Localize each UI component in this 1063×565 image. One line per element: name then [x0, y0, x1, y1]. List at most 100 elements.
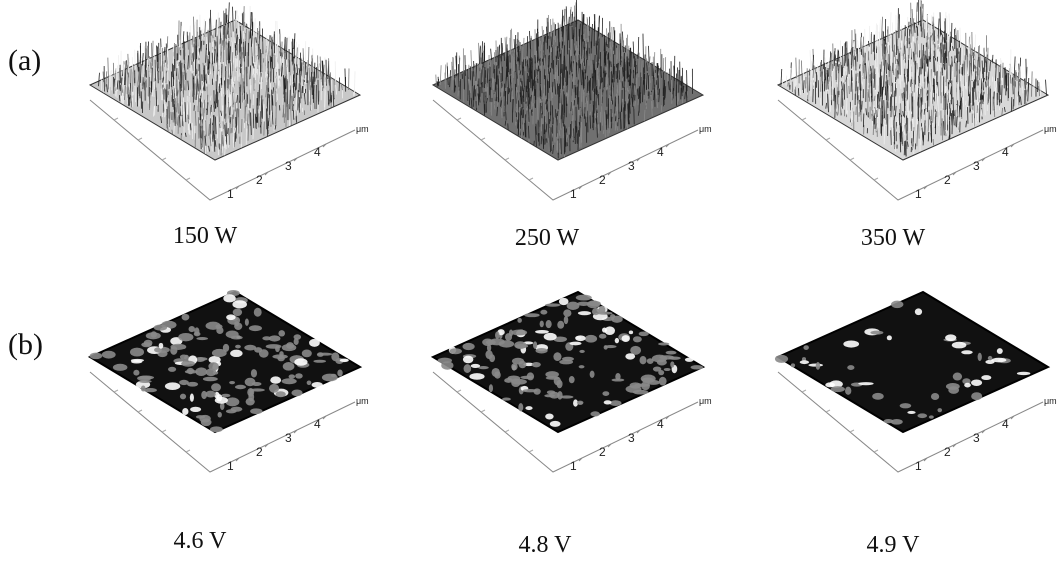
surface-blob [317, 352, 324, 357]
surface-blob [691, 365, 704, 369]
surface-spike [302, 93, 303, 112]
surface-spike [896, 30, 897, 55]
surface-spike [277, 21, 278, 46]
surface-blob [515, 344, 528, 348]
surface-blob [577, 401, 584, 405]
panel-caption: 4.9 V [867, 532, 921, 558]
surface-blob [917, 413, 927, 418]
surface-blob [602, 391, 609, 396]
axis-tick-label: 2 [944, 173, 951, 187]
surface-blob [502, 398, 511, 401]
surface-blob [179, 380, 189, 385]
surface-blob [622, 335, 630, 342]
surface-blob [294, 358, 307, 366]
surface-blob [492, 368, 500, 377]
surface-blob [666, 351, 677, 355]
surface-blob [929, 415, 934, 418]
surface-spike [929, 125, 930, 132]
axis-tick [529, 450, 533, 452]
surface-spike [325, 90, 326, 110]
surface-blob [946, 383, 960, 390]
surface-blob [170, 344, 186, 350]
surface-spike [226, 42, 227, 65]
surface-spike [564, 22, 565, 42]
row-label: (a) [8, 44, 41, 77]
axis-tick [457, 390, 461, 392]
surface-blob [286, 342, 294, 349]
surface-spike [1011, 97, 1012, 111]
axis-tick-label: 3 [973, 431, 980, 445]
surface-blob [592, 308, 600, 315]
surface-blob [230, 350, 242, 357]
surface-spike [656, 80, 657, 85]
surface-spike [587, 82, 588, 93]
surface-blob [130, 348, 144, 357]
surface-blob [971, 379, 982, 386]
surface-blob [524, 313, 540, 317]
surface-spike [525, 59, 526, 66]
surface-blob [291, 389, 302, 396]
surface-blob [182, 314, 190, 321]
surface-blob [181, 361, 195, 367]
surface-blob [469, 373, 484, 380]
surface-blob [275, 345, 280, 352]
surface-blob [1017, 372, 1030, 375]
axis-tick-label: 1 [570, 459, 577, 473]
surface-blob [570, 342, 582, 346]
surface-blob [831, 386, 845, 392]
surface-spike [890, 12, 891, 36]
surface-blob [519, 361, 527, 368]
surface-blob [535, 348, 547, 353]
surface-blob [208, 362, 218, 371]
surface-spike [998, 78, 999, 92]
surface-blob [579, 350, 584, 353]
surface-blob [146, 332, 161, 339]
surface-spike [286, 38, 287, 60]
axis-tick [850, 430, 854, 432]
surface-blob [189, 326, 195, 332]
surface-spike [299, 97, 300, 113]
surface-blob [141, 385, 146, 391]
axis-tick [826, 138, 830, 140]
axis-tick-label: 2 [599, 173, 606, 187]
surface-spike [852, 83, 853, 101]
surface-blob [196, 415, 205, 418]
surface-spike [638, 89, 639, 95]
afm-panel: 1234μm [433, 292, 712, 473]
surface-spike [886, 81, 887, 100]
surface-spike [206, 84, 207, 109]
surface-spike [206, 75, 207, 84]
surface-spike [201, 126, 202, 149]
surface-spike [917, 27, 918, 36]
surface-blob [518, 403, 523, 411]
surface-blob [562, 357, 574, 361]
surface-spike [305, 62, 306, 75]
surface-spike [560, 103, 561, 116]
surface-blob [307, 380, 312, 385]
panel-caption: 350 W [861, 225, 926, 251]
surface-blob [569, 376, 575, 383]
surface-spike [855, 56, 856, 70]
surface-spike [233, 82, 234, 89]
surface-blob [639, 331, 649, 336]
surface-blob [278, 330, 285, 336]
axis-tick-label: 1 [915, 187, 922, 201]
surface-blob [471, 364, 480, 368]
surface-spike [256, 37, 257, 43]
surface-spike [151, 81, 152, 92]
axis-tick [529, 178, 533, 180]
surface-blob [507, 375, 520, 381]
surface-spike [950, 40, 951, 47]
surface-spike [855, 29, 856, 51]
surface-spike [190, 123, 191, 130]
surface-spike [590, 78, 591, 100]
surface-spike [959, 70, 960, 90]
surface-blob [194, 327, 199, 335]
surface-blob [872, 393, 884, 400]
surface-blob [276, 391, 286, 397]
surface-blob [557, 391, 562, 399]
surface-blob [262, 336, 271, 340]
surface-blob [870, 331, 883, 335]
surface-blob [302, 350, 312, 358]
surface-spike [895, 57, 896, 77]
